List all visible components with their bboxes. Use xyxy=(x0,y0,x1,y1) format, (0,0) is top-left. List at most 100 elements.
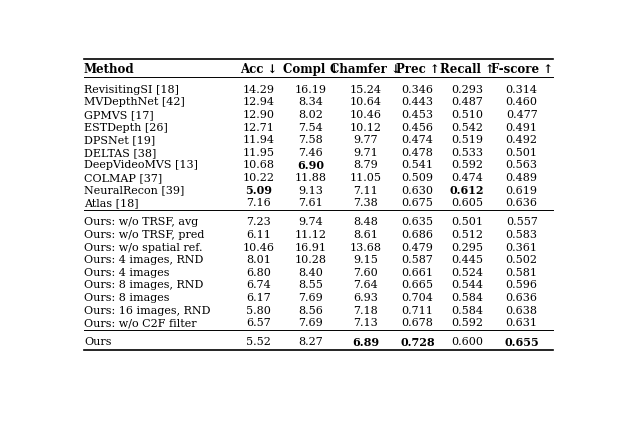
Text: 0.492: 0.492 xyxy=(506,135,538,145)
Text: 9.74: 9.74 xyxy=(298,217,323,227)
Text: 0.728: 0.728 xyxy=(400,337,435,348)
Text: 8.79: 8.79 xyxy=(353,160,378,170)
Text: 0.314: 0.314 xyxy=(506,85,538,95)
Text: 0.544: 0.544 xyxy=(451,280,483,290)
Text: 0.479: 0.479 xyxy=(401,242,433,253)
Text: 8.61: 8.61 xyxy=(353,230,378,240)
Text: 6.74: 6.74 xyxy=(246,280,271,290)
Text: 0.665: 0.665 xyxy=(401,280,433,290)
Text: 6.89: 6.89 xyxy=(352,337,379,348)
Text: 8.02: 8.02 xyxy=(298,110,323,120)
Text: Atlas [18]: Atlas [18] xyxy=(84,198,139,208)
Text: 0.631: 0.631 xyxy=(506,318,538,328)
Text: 6.80: 6.80 xyxy=(246,268,271,278)
Text: Ours: 4 images, RND: Ours: 4 images, RND xyxy=(84,255,204,265)
Text: Ours: w/o TRSF, pred: Ours: w/o TRSF, pred xyxy=(84,230,204,240)
Text: 0.502: 0.502 xyxy=(506,255,538,265)
Text: 7.46: 7.46 xyxy=(298,148,323,158)
Text: 0.587: 0.587 xyxy=(401,255,433,265)
Text: 13.68: 13.68 xyxy=(349,242,381,253)
Text: 9.71: 9.71 xyxy=(353,148,378,158)
Text: 0.361: 0.361 xyxy=(506,242,538,253)
Text: Ours: 8 images: Ours: 8 images xyxy=(84,293,170,303)
Text: 0.487: 0.487 xyxy=(451,97,483,107)
Text: 7.23: 7.23 xyxy=(246,217,271,227)
Text: 0.584: 0.584 xyxy=(451,293,483,303)
Text: 0.638: 0.638 xyxy=(506,305,538,316)
Text: 0.509: 0.509 xyxy=(401,173,433,183)
Text: 8.55: 8.55 xyxy=(298,280,323,290)
Text: 0.563: 0.563 xyxy=(506,160,538,170)
Text: Ours: w/o TRSF, avg: Ours: w/o TRSF, avg xyxy=(84,217,198,227)
Text: 0.635: 0.635 xyxy=(401,217,433,227)
Text: 0.478: 0.478 xyxy=(401,148,433,158)
Text: 16.91: 16.91 xyxy=(295,242,327,253)
Text: 0.612: 0.612 xyxy=(450,185,484,196)
Text: 0.636: 0.636 xyxy=(506,293,538,303)
Text: 0.512: 0.512 xyxy=(451,230,483,240)
Text: 16.19: 16.19 xyxy=(295,85,327,95)
Text: 9.77: 9.77 xyxy=(353,135,378,145)
Text: 12.90: 12.90 xyxy=(243,110,275,120)
Text: 11.88: 11.88 xyxy=(295,173,327,183)
Text: 10.12: 10.12 xyxy=(349,123,381,132)
Text: 0.293: 0.293 xyxy=(451,85,483,95)
Text: Chamfer ↓: Chamfer ↓ xyxy=(330,63,401,76)
Text: 0.605: 0.605 xyxy=(451,198,483,208)
Text: 10.64: 10.64 xyxy=(349,97,381,107)
Text: 0.295: 0.295 xyxy=(451,242,483,253)
Text: Prec ↑: Prec ↑ xyxy=(396,63,440,76)
Text: 0.584: 0.584 xyxy=(451,305,483,316)
Text: 11.95: 11.95 xyxy=(243,148,275,158)
Text: Method: Method xyxy=(84,63,134,76)
Text: 5.80: 5.80 xyxy=(246,305,271,316)
Text: 0.557: 0.557 xyxy=(506,217,538,227)
Text: 6.90: 6.90 xyxy=(298,160,324,171)
Text: 12.71: 12.71 xyxy=(243,123,275,132)
Text: 14.29: 14.29 xyxy=(243,85,275,95)
Text: 0.533: 0.533 xyxy=(451,148,483,158)
Text: 7.61: 7.61 xyxy=(298,198,323,208)
Text: 0.453: 0.453 xyxy=(401,110,433,120)
Text: F-score ↑: F-score ↑ xyxy=(491,63,553,76)
Text: 8.40: 8.40 xyxy=(298,268,323,278)
Text: 6.17: 6.17 xyxy=(246,293,271,303)
Text: RevisitingSI [18]: RevisitingSI [18] xyxy=(84,85,179,95)
Text: Ours: 8 images, RND: Ours: 8 images, RND xyxy=(84,280,204,290)
Text: 0.619: 0.619 xyxy=(506,186,538,195)
Text: 9.13: 9.13 xyxy=(298,186,323,195)
Text: 0.661: 0.661 xyxy=(401,268,433,278)
Text: GPMVS [17]: GPMVS [17] xyxy=(84,110,154,120)
Text: 0.711: 0.711 xyxy=(401,305,433,316)
Text: 12.94: 12.94 xyxy=(243,97,275,107)
Text: ESTDepth [26]: ESTDepth [26] xyxy=(84,123,168,132)
Text: 0.542: 0.542 xyxy=(451,123,483,132)
Text: 0.704: 0.704 xyxy=(401,293,433,303)
Text: DPSNet [19]: DPSNet [19] xyxy=(84,135,156,145)
Text: 10.28: 10.28 xyxy=(295,255,327,265)
Text: 8.48: 8.48 xyxy=(353,217,378,227)
Text: 0.592: 0.592 xyxy=(451,318,483,328)
Text: Compl ↓: Compl ↓ xyxy=(283,63,339,76)
Text: 0.519: 0.519 xyxy=(451,135,483,145)
Text: 0.581: 0.581 xyxy=(506,268,538,278)
Text: 10.22: 10.22 xyxy=(243,173,275,183)
Text: Recall ↑: Recall ↑ xyxy=(440,63,495,76)
Text: 0.686: 0.686 xyxy=(401,230,433,240)
Text: 11.94: 11.94 xyxy=(243,135,275,145)
Text: 9.15: 9.15 xyxy=(353,255,378,265)
Text: 0.491: 0.491 xyxy=(506,123,538,132)
Text: 7.16: 7.16 xyxy=(246,198,271,208)
Text: 7.69: 7.69 xyxy=(298,318,323,328)
Text: MVDepthNet [42]: MVDepthNet [42] xyxy=(84,97,185,107)
Text: 0.510: 0.510 xyxy=(451,110,483,120)
Text: Ours: 16 images, RND: Ours: 16 images, RND xyxy=(84,305,211,316)
Text: DeepVideoMVS [13]: DeepVideoMVS [13] xyxy=(84,160,198,170)
Text: Acc ↓: Acc ↓ xyxy=(240,63,278,76)
Text: 0.592: 0.592 xyxy=(451,160,483,170)
Text: 0.346: 0.346 xyxy=(401,85,433,95)
Text: 0.443: 0.443 xyxy=(401,97,433,107)
Text: Ours: w/o spatial ref.: Ours: w/o spatial ref. xyxy=(84,242,202,253)
Text: 0.445: 0.445 xyxy=(451,255,483,265)
Text: 11.05: 11.05 xyxy=(349,173,381,183)
